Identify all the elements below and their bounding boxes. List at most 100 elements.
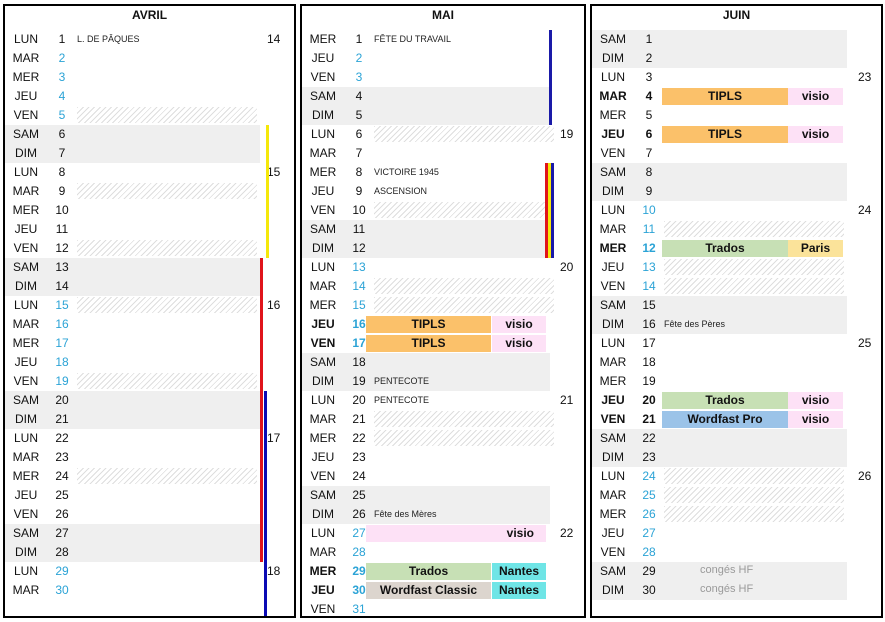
day-row[interactable]: JEU 27 — [592, 524, 847, 543]
day-row[interactable]: SAM 13 — [5, 258, 260, 277]
day-row[interactable]: JEU 20 Trados visio — [592, 391, 847, 410]
day-row[interactable]: SAM 25 — [302, 486, 550, 505]
day-row[interactable]: MER 1 FÊTE DU TRAVAIL — [302, 30, 550, 49]
day-row[interactable]: LUN 20 PENTECOTE — [302, 391, 550, 410]
day-row[interactable]: LUN 22 — [5, 429, 260, 448]
day-row[interactable]: DIM 23 — [592, 448, 847, 467]
session-location[interactable]: visio — [366, 525, 546, 542]
day-row[interactable]: DIM 21 — [5, 410, 260, 429]
hatched-slot[interactable] — [77, 297, 257, 313]
day-row[interactable]: LUN 1 L. DE PÂQUES — [5, 30, 260, 49]
hatched-slot[interactable] — [374, 430, 554, 446]
day-row[interactable]: SAM 27 — [5, 524, 260, 543]
training-session[interactable]: TIPLS — [662, 126, 788, 143]
day-row[interactable]: LUN 15 — [5, 296, 260, 315]
day-row[interactable]: VEN 5 — [5, 106, 260, 125]
day-row[interactable]: MER 22 — [302, 429, 554, 448]
day-row[interactable]: DIM 14 — [5, 277, 260, 296]
day-row[interactable]: MAR 2 — [5, 49, 260, 68]
day-row[interactable]: VEN 19 — [5, 372, 260, 391]
hatched-slot[interactable] — [664, 487, 844, 503]
day-row[interactable]: JEU 16 TIPLS visio — [302, 315, 550, 334]
training-session[interactable]: TIPLS — [662, 88, 788, 105]
hatched-slot[interactable] — [374, 278, 554, 294]
day-row[interactable]: DIM 28 — [5, 543, 260, 562]
training-session[interactable]: Trados — [662, 240, 788, 257]
day-row[interactable]: MER 12 Trados Paris — [592, 239, 847, 258]
day-row[interactable]: SAM 18 — [302, 353, 550, 372]
hatched-slot[interactable] — [77, 240, 257, 256]
day-row[interactable]: MAR 11 — [592, 220, 847, 239]
session-location[interactable]: visio — [492, 335, 546, 352]
day-row[interactable]: MAR 4 TIPLS visio — [592, 87, 847, 106]
day-row[interactable]: MAR 23 — [5, 448, 260, 467]
day-row[interactable]: SAM 20 — [5, 391, 260, 410]
day-row[interactable]: MER 8 VICTOIRE 1945 — [302, 163, 550, 182]
day-row[interactable]: LUN 3 — [592, 68, 847, 87]
hatched-slot[interactable] — [77, 183, 257, 199]
day-row[interactable]: MAR 28 — [302, 543, 550, 562]
day-row[interactable]: MAR 14 — [302, 277, 554, 296]
day-row[interactable]: VEN 21 Wordfast Pro visio — [592, 410, 847, 429]
day-row[interactable]: LUN 17 — [592, 334, 847, 353]
training-session[interactable]: TIPLS — [366, 316, 491, 333]
day-row[interactable]: MER 5 — [592, 106, 847, 125]
day-row[interactable]: DIM 2 — [592, 49, 847, 68]
hatched-slot[interactable] — [664, 278, 844, 294]
day-row[interactable]: JEU 30 Wordfast Classic Nantes — [302, 581, 550, 600]
day-row[interactable]: MER 19 — [592, 372, 847, 391]
day-row[interactable]: VEN 10 — [302, 201, 554, 220]
day-row[interactable]: SAM 1 — [592, 30, 847, 49]
hatched-slot[interactable] — [374, 126, 554, 142]
session-location[interactable]: visio — [788, 411, 843, 428]
day-row[interactable]: DIM 26 Fête des Mères — [302, 505, 550, 524]
training-session[interactable]: Wordfast Classic — [366, 582, 491, 599]
hatched-slot[interactable] — [664, 468, 844, 484]
day-row[interactable]: JEU 25 — [5, 486, 260, 505]
day-row[interactable]: VEN 12 — [5, 239, 260, 258]
day-row[interactable]: MER 29 Trados Nantes — [302, 562, 550, 581]
session-location[interactable]: visio — [492, 316, 546, 333]
day-row[interactable]: MAR 7 — [302, 144, 550, 163]
day-row[interactable]: DIM 12 — [302, 239, 550, 258]
day-row[interactable]: JEU 13 — [592, 258, 847, 277]
day-row[interactable]: MAR 18 — [592, 353, 847, 372]
day-row[interactable]: VEN 7 — [592, 144, 847, 163]
day-row[interactable]: MAR 25 — [592, 486, 847, 505]
session-location[interactable]: Paris — [788, 240, 843, 257]
day-row[interactable]: VEN 31 — [302, 600, 550, 616]
day-row[interactable]: VEN 26 — [5, 505, 260, 524]
day-row[interactable]: SAM 22 — [592, 429, 847, 448]
day-row[interactable]: MAR 16 — [5, 315, 260, 334]
day-row[interactable]: MER 15 — [302, 296, 554, 315]
session-location[interactable]: visio — [788, 126, 843, 143]
day-row[interactable]: LUN 6 — [302, 125, 554, 144]
day-row[interactable]: MAR 21 — [302, 410, 554, 429]
hatched-slot[interactable] — [664, 259, 844, 275]
day-row[interactable]: MER 3 — [5, 68, 260, 87]
day-row[interactable]: JEU 6 TIPLS visio — [592, 125, 847, 144]
day-row[interactable]: DIM 30 congés HF — [592, 581, 847, 600]
day-row[interactable]: LUN 24 — [592, 467, 847, 486]
day-row[interactable]: VEN 17 TIPLS visio — [302, 334, 550, 353]
hatched-slot[interactable] — [374, 297, 554, 313]
day-row[interactable]: LUN 13 — [302, 258, 550, 277]
day-row[interactable]: DIM 9 — [592, 182, 847, 201]
session-location[interactable]: visio — [788, 392, 843, 409]
day-row[interactable]: DIM 5 — [302, 106, 550, 125]
day-row[interactable]: JEU 4 — [5, 87, 260, 106]
hatched-slot[interactable] — [374, 202, 554, 218]
day-row[interactable]: SAM 15 — [592, 296, 847, 315]
day-row[interactable]: MER 24 — [5, 467, 260, 486]
day-row[interactable]: VEN 3 — [302, 68, 550, 87]
training-session[interactable]: Wordfast Pro — [662, 411, 788, 428]
day-row[interactable]: VEN 28 — [592, 543, 847, 562]
day-row[interactable]: MER 17 — [5, 334, 260, 353]
hatched-slot[interactable] — [77, 468, 257, 484]
training-session[interactable]: TIPLS — [366, 335, 491, 352]
day-row[interactable]: SAM 11 — [302, 220, 550, 239]
session-location[interactable]: Nantes — [492, 582, 546, 599]
day-row[interactable]: DIM 7 — [5, 144, 260, 163]
hatched-slot[interactable] — [77, 373, 257, 389]
day-row[interactable]: DIM 19 PENTECOTE — [302, 372, 550, 391]
